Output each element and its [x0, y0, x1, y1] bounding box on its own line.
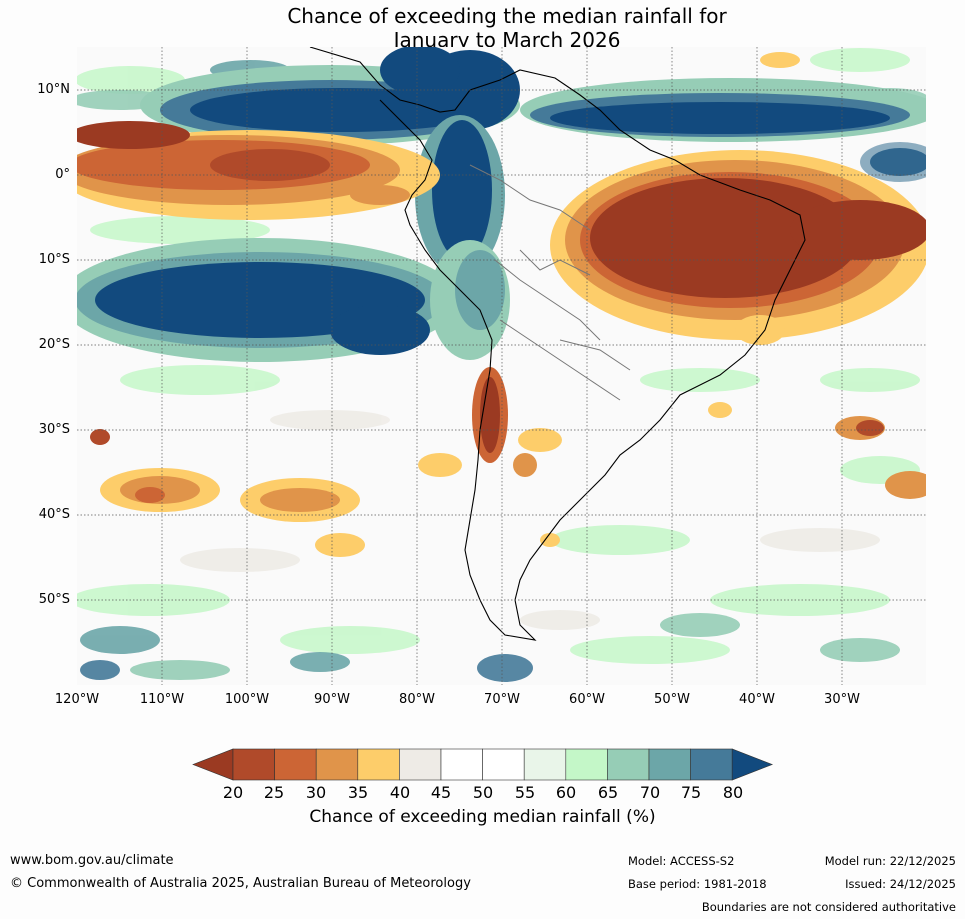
map-title-line1: Chance of exceeding the median rainfall … — [287, 4, 727, 28]
colorbar-segment — [523, 748, 567, 781]
map-title: Chance of exceeding the median rainfall … — [0, 4, 965, 52]
lon-label-120w: 120°W — [54, 692, 100, 707]
lon-label-40w: 40°W — [739, 692, 775, 707]
lon-label-30w: 30°W — [824, 692, 860, 707]
lon-label-110w: 110°W — [139, 692, 185, 707]
lon-label-80w: 80°W — [399, 692, 435, 707]
colorbar-tick-75: 75 — [680, 783, 702, 802]
colorbar-segment — [357, 748, 400, 781]
lon-label-90w: 90°W — [314, 692, 350, 707]
colorbar-tick-35: 35 — [347, 783, 369, 802]
website-link[interactable]: www.bom.gov.au/climate — [10, 853, 174, 868]
issued-text: Issued: 24/12/2025 — [845, 877, 956, 891]
colorbar-tick-30: 30 — [305, 783, 327, 802]
lat-label-10n: 10°N — [37, 82, 70, 97]
lon-label-70w: 70°W — [484, 692, 520, 707]
colorbar-segment — [565, 748, 608, 781]
colorbar-tick-45: 45 — [430, 783, 452, 802]
colorbar-segment — [399, 748, 442, 781]
colorbar-segment — [274, 748, 317, 781]
model-run-text: Model run: 22/12/2025 — [824, 854, 956, 868]
colorbar-segment — [482, 748, 525, 781]
lat-label-20s: 20°S — [38, 337, 70, 352]
colorbar-tick-60: 60 — [555, 783, 577, 802]
colorbar-extend-high — [731, 748, 774, 781]
colorbar-title: Chance of exceeding median rainfall (%) — [309, 807, 656, 827]
graticule — [77, 47, 926, 685]
colorbar — [192, 748, 774, 781]
lat-label-30s: 30°S — [38, 422, 70, 437]
colorbar-segment — [648, 748, 691, 781]
country-borders — [469, 164, 631, 401]
lon-label-60w: 60°W — [569, 692, 605, 707]
disclaimer-text: Boundaries are not considered authoritat… — [701, 900, 956, 914]
lat-label-50s: 50°S — [38, 592, 70, 607]
colorbar-segment — [232, 748, 275, 781]
colorbar-tick-65: 65 — [597, 783, 619, 802]
colorbar-tick-80: 80 — [722, 783, 744, 802]
colorbar-segment — [315, 748, 359, 781]
copyright-text: © Commonwealth of Australia 2025, Austra… — [10, 876, 471, 891]
colorbar-tick-55: 55 — [514, 783, 536, 802]
colorbar-tick-25: 25 — [263, 783, 285, 802]
lat-label-10s: 10°S — [38, 252, 70, 267]
lat-label-40s: 40°S — [38, 507, 70, 522]
colorbar-tick-50: 50 — [472, 783, 494, 802]
model-text: Model: ACCESS-S2 — [628, 854, 735, 868]
colorbar-tick-40: 40 — [389, 783, 411, 802]
colorbar-segment — [690, 748, 733, 781]
lat-label-0: 0° — [55, 167, 70, 182]
lon-label-100w: 100°W — [224, 692, 270, 707]
colorbar-tick-70: 70 — [639, 783, 661, 802]
colorbar-extend-low — [192, 748, 234, 781]
base-period-text: Base period: 1981-2018 — [628, 877, 767, 891]
colorbar-tick-20: 20 — [222, 783, 244, 802]
coastline — [309, 47, 806, 641]
rainfall-probability-field — [77, 47, 926, 685]
lon-label-50w: 50°W — [654, 692, 690, 707]
colorbar-segment — [607, 748, 650, 781]
colorbar-segment — [440, 748, 483, 781]
